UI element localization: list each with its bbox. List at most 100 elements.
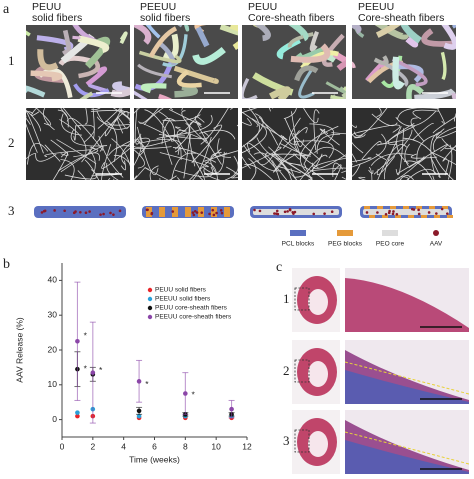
aav-dot [417,212,421,216]
fiber [44,144,61,162]
fiber [61,113,82,136]
point [75,339,80,344]
fiber [52,151,69,180]
fiber [271,153,313,180]
fiber [108,145,130,156]
fiber [376,156,396,176]
fiber [148,26,178,58]
fiber [101,144,112,180]
fiber [246,142,278,171]
aav-dot [440,207,444,211]
fiber [440,51,447,81]
fiber [242,113,264,148]
fiber [290,43,331,63]
fiber [414,88,456,99]
fiber [312,154,346,169]
annotation: * [84,363,88,373]
fiber [70,129,108,147]
fiber [73,147,99,158]
point [229,406,234,412]
fiber [288,117,301,145]
legend-label: PEEUU solid fibers [155,296,211,303]
panel-label: c [276,260,282,275]
fiber [106,121,118,163]
aav-dot [220,211,224,215]
fiber [137,63,172,79]
fiber [434,156,454,180]
fiber [149,165,159,180]
zoom-box [294,359,310,383]
aav-dot [63,209,66,213]
fiber [30,70,63,82]
column-header: Core-sheath fibers [358,12,444,24]
fiber [84,108,88,125]
legend-swatch [290,230,306,236]
fiber [384,62,409,87]
fiber [269,86,292,99]
aav-dot [212,213,216,217]
fiber [430,131,442,174]
row-label: 1 [283,291,290,306]
fiber [357,124,401,133]
fiber [436,108,445,124]
point [136,379,142,384]
zoom-box [294,429,310,453]
fiber [352,133,387,168]
point [136,408,142,414]
fiber [104,108,123,137]
aav-dot [191,211,195,214]
fiber [119,109,130,120]
fiber [248,158,257,180]
fiber [352,157,372,163]
fiber [330,86,346,99]
fiber [72,35,81,40]
y-tick-label: 40 [48,275,58,285]
fiber [140,133,143,143]
fiber [308,175,313,180]
fiber [273,151,291,174]
fiber [371,113,398,127]
point [75,410,80,415]
fiber [293,140,334,159]
legend-label: PEUU solid fibers [155,287,207,294]
fiber [314,147,346,158]
fiber [432,116,456,134]
fiber [134,139,142,166]
aav-dot [72,211,76,215]
fiber [397,108,440,120]
fiber [242,151,246,154]
fiber [79,91,94,99]
fiber [134,108,174,114]
fiber [134,149,145,169]
fiber [303,108,319,124]
aav-dot [211,208,215,212]
column-header: solid fibers [32,12,82,24]
legend-label: PEUU core-sheath fibers [155,305,228,312]
column-header: Core-sheath fibers [248,12,334,24]
fiber [253,152,280,180]
x-tick-label: 12 [242,441,252,451]
aav-dot [219,209,223,212]
fiber [88,149,96,180]
fiber [276,37,301,60]
x-tick-label: 8 [183,441,188,451]
fiber [134,108,140,145]
fiber [444,145,456,149]
peg-block [211,207,217,217]
fiber [138,108,159,124]
fiber [353,108,388,137]
aav-dot [427,211,431,214]
fiber [429,156,441,178]
fiber [162,114,201,122]
fiber [300,50,339,70]
fiber [373,55,389,66]
fiber [35,108,52,126]
aav-dot [276,212,280,216]
fiber [400,25,422,44]
fiber [92,108,95,140]
column-header: PEEUU [358,1,394,13]
fiber [213,152,228,157]
fiber [454,112,456,122]
fiber [60,146,104,173]
aav-dot [293,210,297,214]
